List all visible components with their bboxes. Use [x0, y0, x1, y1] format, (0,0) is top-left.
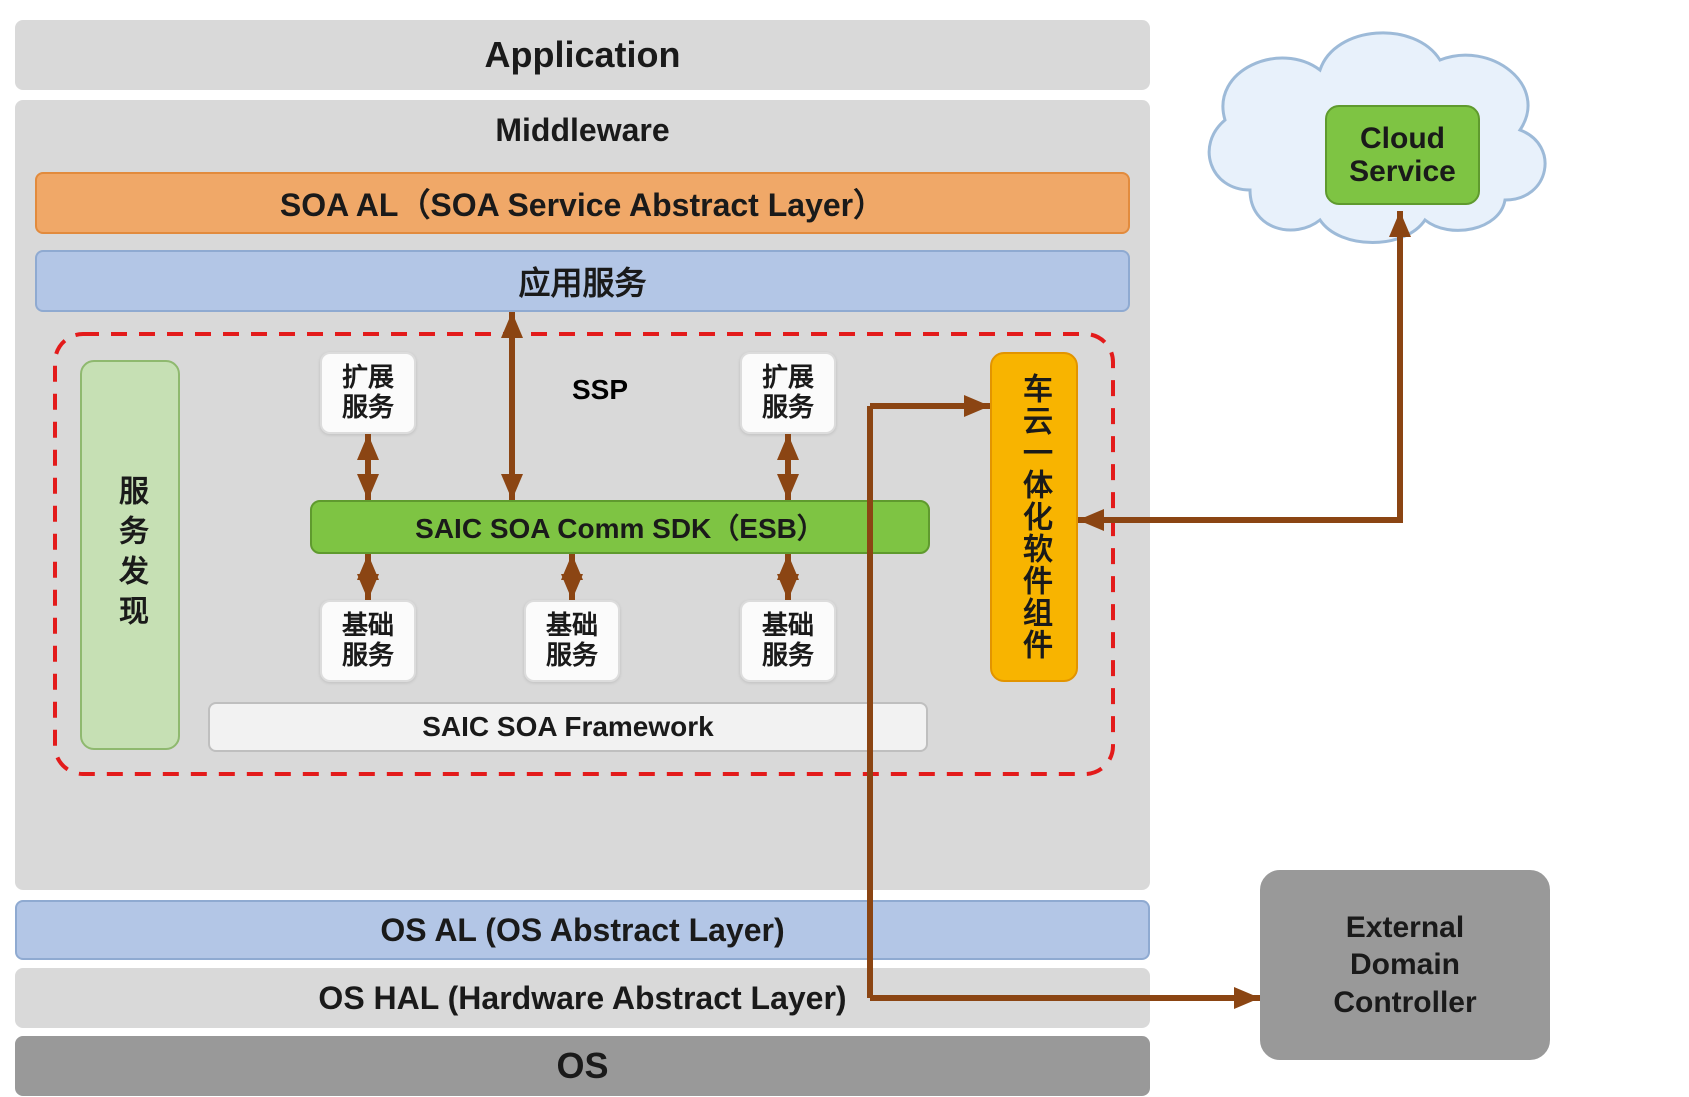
app-service-label: 应用服务 — [518, 258, 646, 304]
ssp-text: SSP — [572, 374, 628, 406]
os-hal-label: OS HAL (Hardware Abstract Layer) — [318, 980, 846, 1017]
base-service-2: 基础 服务 — [524, 600, 620, 682]
external-domain-box: External Domain Controller — [1260, 870, 1550, 1060]
ext-service-1: 扩展 服务 — [320, 352, 416, 434]
cloud-service-box: Cloud Service — [1325, 105, 1480, 205]
base-service-3-label: 基础 服务 — [762, 611, 814, 671]
middleware-header: Middleware — [15, 100, 1150, 160]
soa-al-layer: SOA AL（SOA Service Abstract Layer） — [35, 172, 1130, 234]
base-service-1: 基础 服务 — [320, 600, 416, 682]
cloud-vehicle-box: 车云一体化软件组件 — [990, 352, 1078, 682]
service-discover-label: 服务发现 — [108, 475, 152, 635]
esb-box: SAIC SOA Comm SDK（ESB） — [310, 500, 930, 554]
ssp-label: SSP — [540, 370, 660, 410]
middleware-label: Middleware — [495, 112, 669, 149]
framework-label: SAIC SOA Framework — [422, 711, 713, 743]
application-layer: Application — [15, 20, 1150, 90]
base-service-1-label: 基础 服务 — [342, 611, 394, 671]
ext-service-2-label: 扩展 服务 — [762, 363, 814, 423]
ext-service-2: 扩展 服务 — [740, 352, 836, 434]
ext-service-1-label: 扩展 服务 — [342, 363, 394, 423]
cloud-service-label: Cloud Service — [1349, 122, 1456, 188]
application-label: Application — [485, 34, 681, 76]
os-hal-layer: OS HAL (Hardware Abstract Layer) — [15, 968, 1150, 1028]
base-service-2-label: 基础 服务 — [546, 611, 598, 671]
os-label: OS — [556, 1045, 608, 1087]
os-al-layer: OS AL (OS Abstract Layer) — [15, 900, 1150, 960]
soa-al-label: SOA AL（SOA Service Abstract Layer） — [280, 180, 885, 226]
cloud-vehicle-label: 车云一体化软件组件 — [1012, 373, 1056, 661]
app-service-layer: 应用服务 — [35, 250, 1130, 312]
external-domain-label: External Domain Controller — [1333, 909, 1476, 1022]
base-service-3: 基础 服务 — [740, 600, 836, 682]
service-discover-box: 服务发现 — [80, 360, 180, 750]
esb-label: SAIC SOA Comm SDK（ESB） — [415, 507, 825, 547]
os-al-label: OS AL (OS Abstract Layer) — [380, 912, 784, 949]
framework-box: SAIC SOA Framework — [208, 702, 928, 752]
os-layer: OS — [15, 1036, 1150, 1096]
